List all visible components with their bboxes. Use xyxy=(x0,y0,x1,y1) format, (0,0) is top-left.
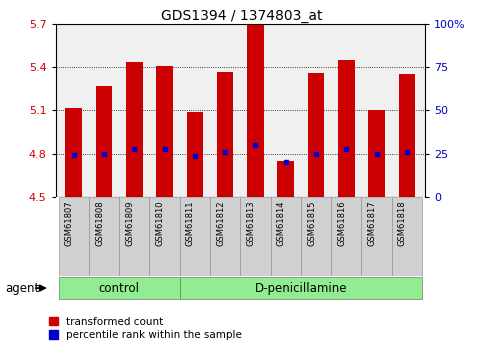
Bar xyxy=(338,60,355,197)
Bar xyxy=(180,197,210,276)
Text: GSM61817: GSM61817 xyxy=(368,201,377,246)
Bar xyxy=(210,197,241,276)
Bar xyxy=(308,73,325,197)
Bar xyxy=(331,197,361,276)
Bar xyxy=(96,86,113,197)
Text: GSM61818: GSM61818 xyxy=(398,201,407,246)
Text: GSM61811: GSM61811 xyxy=(186,201,195,246)
Text: GSM61812: GSM61812 xyxy=(216,201,225,246)
Text: GSM61808: GSM61808 xyxy=(95,201,104,246)
Text: GSM61807: GSM61807 xyxy=(65,201,74,246)
Bar xyxy=(65,108,82,197)
Bar xyxy=(186,112,203,197)
Bar xyxy=(149,197,180,276)
Legend: transformed count, percentile rank within the sample: transformed count, percentile rank withi… xyxy=(49,317,242,340)
Text: GSM61809: GSM61809 xyxy=(125,201,134,246)
Bar xyxy=(270,197,301,276)
Text: GSM61810: GSM61810 xyxy=(156,201,165,246)
Bar xyxy=(392,197,422,276)
Text: GSM61814: GSM61814 xyxy=(277,201,286,246)
Bar xyxy=(301,197,331,276)
Bar xyxy=(241,197,270,276)
Text: control: control xyxy=(99,282,140,295)
Bar xyxy=(368,110,385,197)
Bar xyxy=(217,71,233,197)
Bar xyxy=(119,197,149,276)
Text: GSM61815: GSM61815 xyxy=(307,201,316,246)
Text: agent: agent xyxy=(5,282,39,295)
Bar xyxy=(180,277,422,299)
Bar xyxy=(247,24,264,197)
Bar xyxy=(58,277,180,299)
Bar xyxy=(89,197,119,276)
Text: GDS1394 / 1374803_at: GDS1394 / 1374803_at xyxy=(161,9,322,23)
Text: GSM61813: GSM61813 xyxy=(246,201,256,246)
Text: D-penicillamine: D-penicillamine xyxy=(255,282,347,295)
Bar xyxy=(361,197,392,276)
Bar xyxy=(126,61,142,197)
Bar xyxy=(58,197,89,276)
Bar xyxy=(277,161,294,197)
Bar xyxy=(398,75,415,197)
Bar xyxy=(156,66,173,197)
Text: GSM61816: GSM61816 xyxy=(337,201,346,246)
